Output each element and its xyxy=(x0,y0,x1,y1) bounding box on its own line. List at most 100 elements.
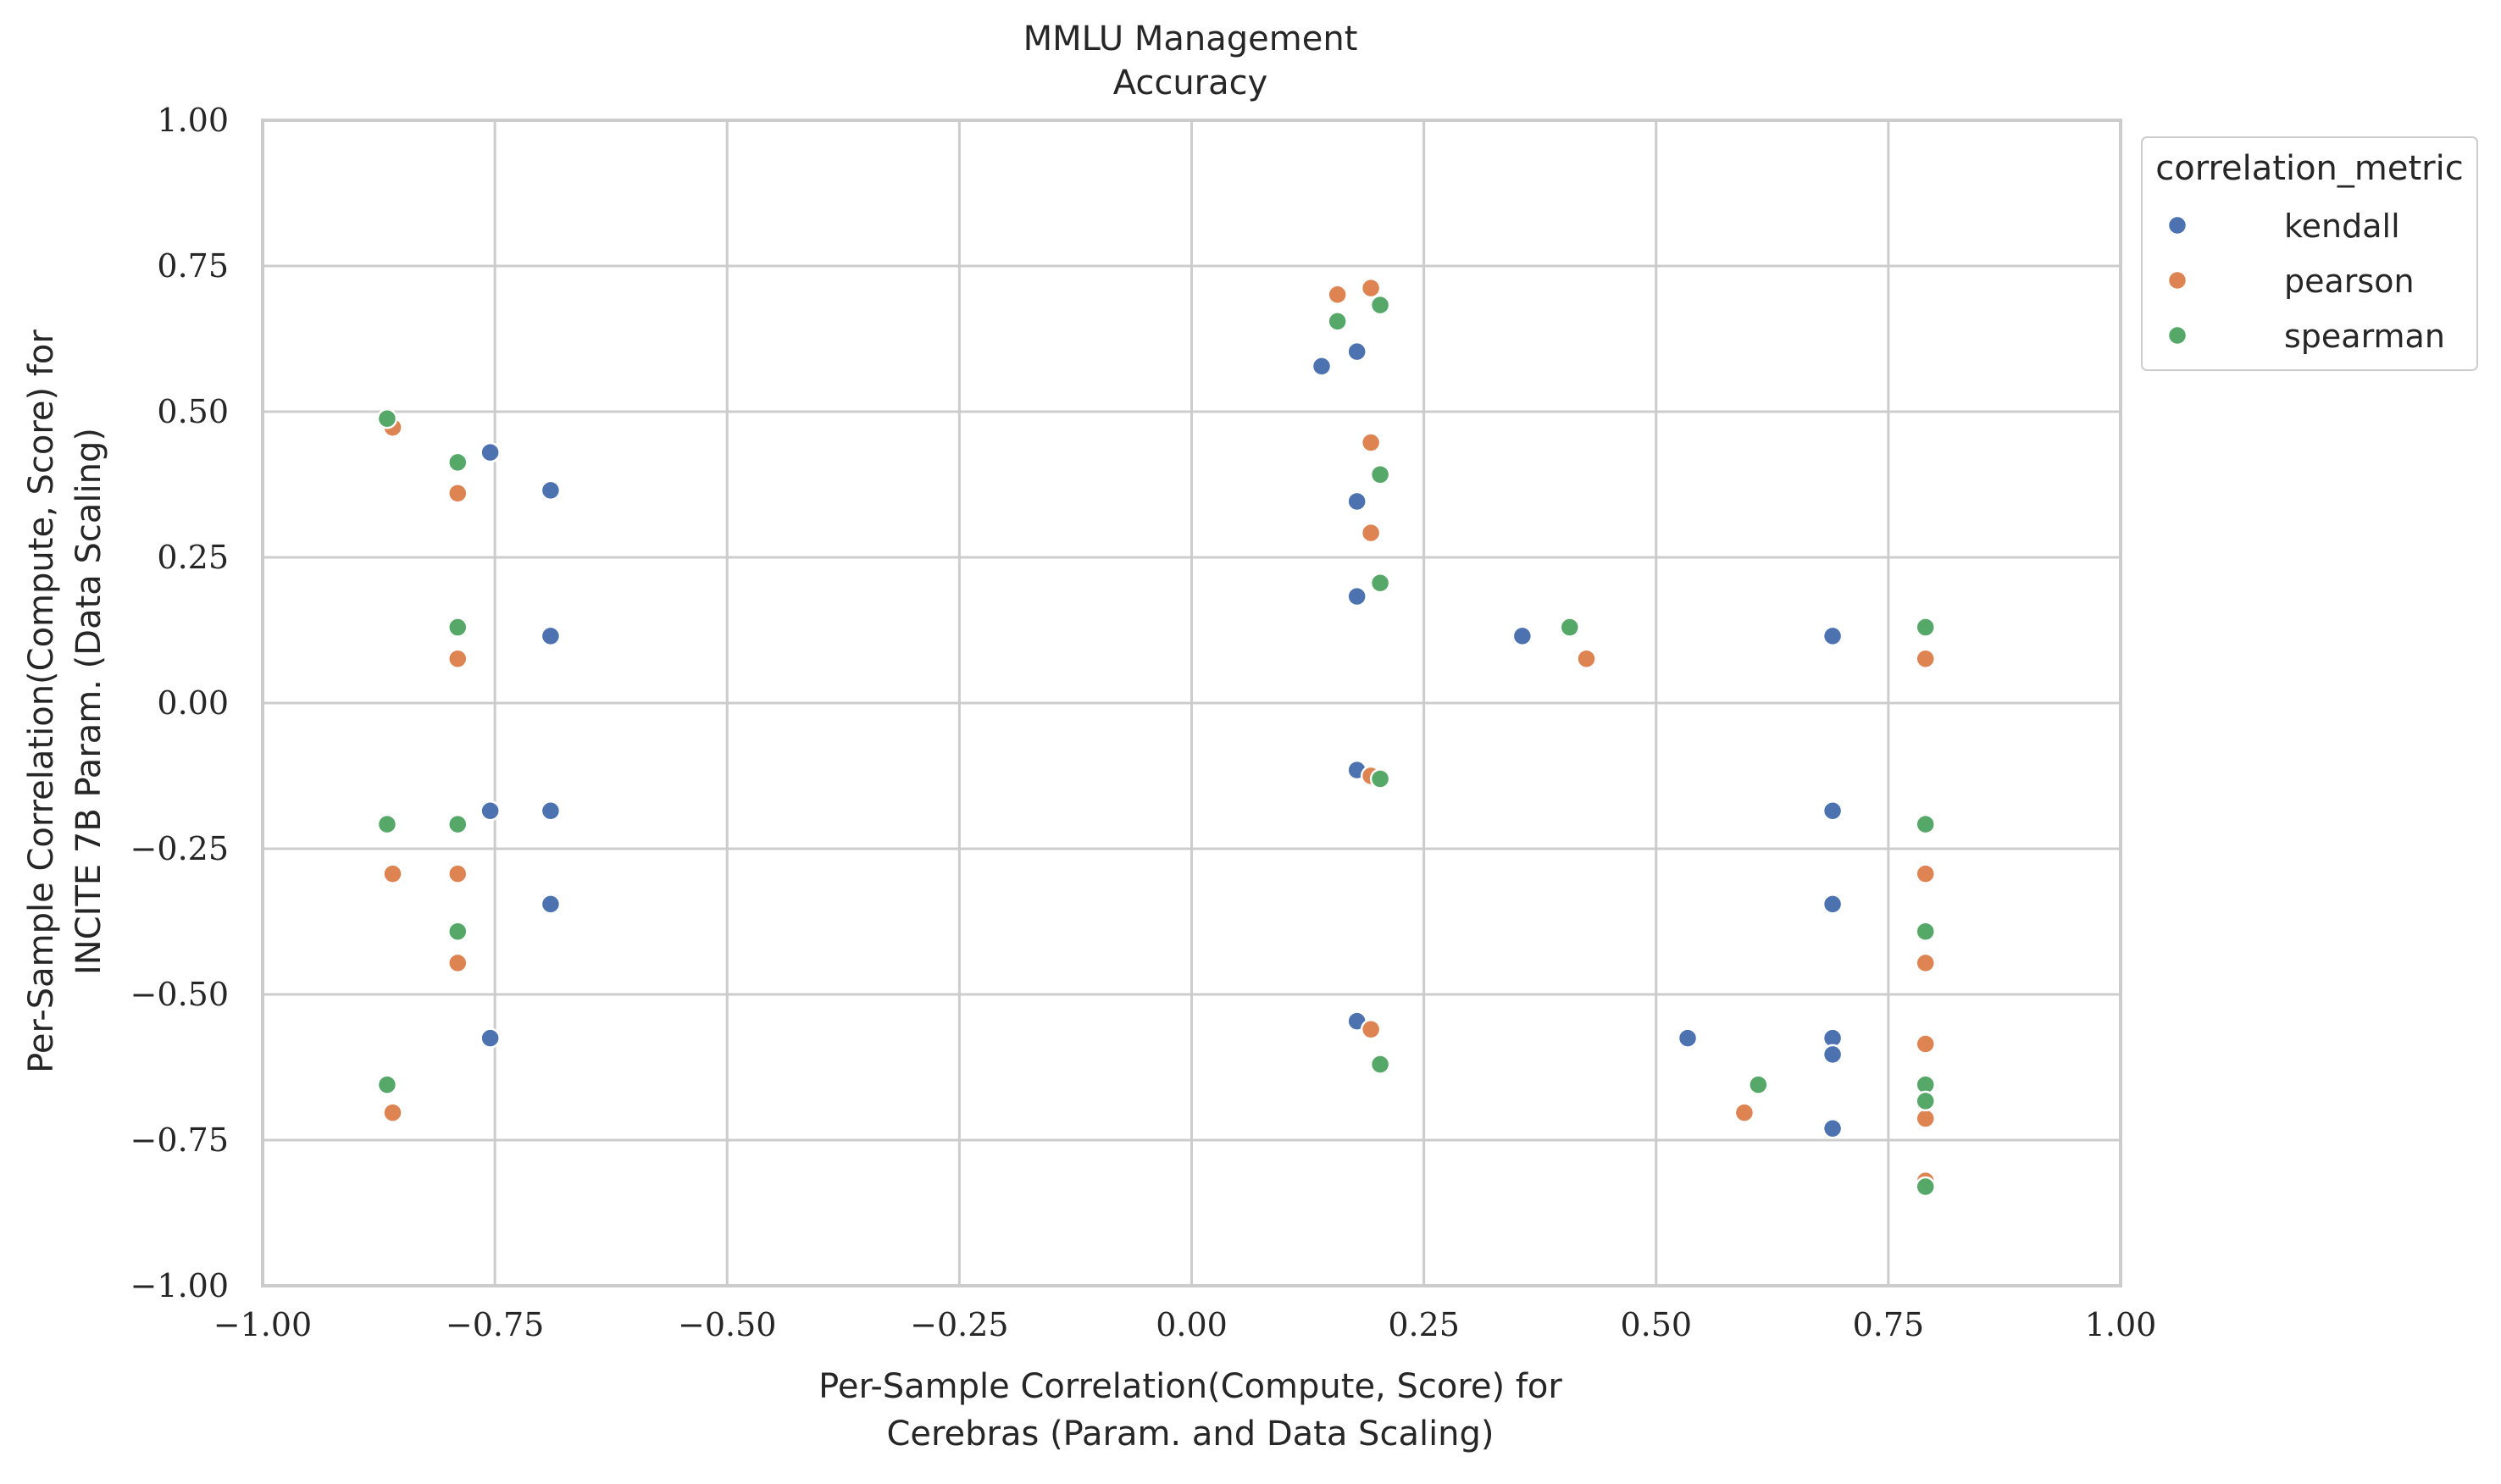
data-point-kendall xyxy=(540,479,562,501)
data-point-spearman xyxy=(1915,813,1936,835)
data-point-spearman xyxy=(376,408,398,429)
y-axis-label-line-1: Per-Sample Correlation(Compute, Score) f… xyxy=(22,329,61,1073)
data-point-pearson xyxy=(1915,648,1936,669)
data-point-spearman xyxy=(376,813,398,835)
grid-lines xyxy=(261,119,2122,1287)
data-point-pearson xyxy=(1360,277,1382,299)
y-tick-label: 0.75 xyxy=(157,247,229,285)
data-point-kendall xyxy=(1677,1027,1699,1049)
y-tick-label: −1.00 xyxy=(130,1267,229,1304)
legend-title: correlation_metric xyxy=(2155,149,2463,188)
data-point-pearson xyxy=(1576,648,1597,669)
data-point-spearman xyxy=(1915,617,1936,638)
data-point-kendall xyxy=(540,625,562,647)
data-point-spearman xyxy=(1369,294,1391,316)
chart-title-block: MMLU Management Accuracy xyxy=(1023,19,1358,102)
data-point-spearman xyxy=(447,617,469,638)
data-point-pearson xyxy=(1915,1108,1936,1129)
data-point-pearson xyxy=(1360,1019,1382,1040)
data-point-kendall xyxy=(1311,356,1333,377)
data-point-kendall xyxy=(1822,800,1844,822)
data-point-kendall xyxy=(480,441,501,463)
y-tick-label: 1.00 xyxy=(157,102,229,139)
y-tick-label: 0.50 xyxy=(157,393,229,430)
chart-title: MMLU Management xyxy=(1023,19,1358,58)
y-tick-label: 0.00 xyxy=(157,684,229,722)
data-point-spearman xyxy=(447,921,469,942)
data-point-pearson xyxy=(382,1102,403,1123)
data-point-kendall xyxy=(1822,894,1844,915)
data-point-kendall xyxy=(1346,341,1367,363)
legend-marker-kendall xyxy=(2166,214,2188,236)
x-tick-label: −0.50 xyxy=(678,1306,776,1343)
data-point-spearman xyxy=(376,1074,398,1095)
data-point-spearman xyxy=(447,813,469,835)
data-point-kendall xyxy=(1822,625,1844,647)
x-tick-label: 0.75 xyxy=(1853,1306,1925,1343)
data-point-kendall xyxy=(1822,1117,1844,1139)
data-point-kendall xyxy=(1511,625,1533,647)
legend[interactable]: correlation_metric kendall pearson spearma… xyxy=(2141,136,2478,371)
series-spearman xyxy=(376,294,1936,1198)
x-tick-label: 1.00 xyxy=(2085,1306,2157,1343)
chart-subtitle: Accuracy xyxy=(1113,64,1268,102)
data-points xyxy=(376,277,1936,1198)
y-axis-label: Per-Sample Correlation(Compute, Score) f… xyxy=(22,329,108,1073)
x-tick-label: 0.00 xyxy=(1156,1306,1228,1343)
y-axis-label-line-2: INCITE 7B Param. (Data Scaling) xyxy=(69,428,108,975)
data-point-kendall xyxy=(1822,1044,1844,1066)
legend-label-spearman: spearman xyxy=(2284,318,2445,355)
data-point-spearman xyxy=(1369,573,1391,594)
legend-label-kendall: kendall xyxy=(2284,208,2400,245)
x-tick-label: −0.75 xyxy=(446,1306,544,1343)
data-point-pearson xyxy=(1360,432,1382,453)
legend-label-pearson: pearson xyxy=(2284,263,2415,300)
data-point-spearman xyxy=(1369,768,1391,789)
data-point-kendall xyxy=(480,800,501,822)
data-point-kendall xyxy=(540,800,562,822)
data-point-spearman xyxy=(1915,1176,1936,1198)
data-point-pearson xyxy=(1327,284,1348,305)
x-tick-label: 0.25 xyxy=(1388,1306,1460,1343)
y-tick-label: 0.25 xyxy=(157,539,229,576)
y-tick-label: −0.50 xyxy=(130,976,229,1013)
data-point-pearson xyxy=(447,648,469,669)
y-tick-label: −0.25 xyxy=(130,830,229,867)
data-point-pearson xyxy=(382,863,403,884)
legend-items: kendall pearson spearman xyxy=(2166,208,2445,355)
data-point-spearman xyxy=(1369,1054,1391,1075)
data-point-spearman xyxy=(1559,617,1581,638)
data-point-kendall xyxy=(1346,585,1367,607)
data-point-spearman xyxy=(1748,1074,1769,1095)
y-axis-ticks: −1.00 −0.75 −0.50 −0.25 0.00 0.25 0.50 0.75 1.00 xyxy=(130,102,229,1304)
legend-box xyxy=(2141,136,2478,371)
data-point-pearson xyxy=(1915,1033,1936,1055)
data-point-spearman xyxy=(1369,464,1391,485)
x-tick-label: 0.50 xyxy=(1620,1306,1692,1343)
x-axis-ticks: −1.00 −0.75 −0.50 −0.25 0.00 0.25 0.50 0.75 1.00 xyxy=(214,1306,2157,1343)
data-point-pearson xyxy=(447,952,469,974)
data-point-pearson xyxy=(447,863,469,884)
data-point-kendall xyxy=(540,894,562,915)
x-tick-label: −1.00 xyxy=(214,1306,312,1343)
data-point-spearman xyxy=(1915,921,1936,942)
data-point-kendall xyxy=(1346,490,1367,512)
plot-frame xyxy=(261,119,2122,1287)
data-point-spearman xyxy=(1327,311,1348,332)
data-point-pearson xyxy=(447,483,469,504)
x-tick-label: −0.25 xyxy=(910,1306,1008,1343)
legend-marker-pearson xyxy=(2166,269,2188,291)
x-axis-label: Per-Sample Correlation(Compute, Score) f… xyxy=(818,1367,1562,1454)
legend-marker-spearman xyxy=(2166,324,2188,346)
data-point-pearson xyxy=(1915,952,1936,974)
data-point-pearson xyxy=(1360,522,1382,544)
data-point-spearman xyxy=(447,451,469,473)
x-axis-label-line-1: Per-Sample Correlation(Compute, Score) f… xyxy=(818,1367,1562,1406)
series-kendall xyxy=(480,341,1844,1139)
x-axis-label-line-2: Cerebras (Param. and Data Scaling) xyxy=(886,1415,1494,1454)
data-point-spearman xyxy=(1915,1090,1936,1112)
y-tick-label: −0.75 xyxy=(130,1121,229,1159)
data-point-pearson xyxy=(1915,863,1936,884)
